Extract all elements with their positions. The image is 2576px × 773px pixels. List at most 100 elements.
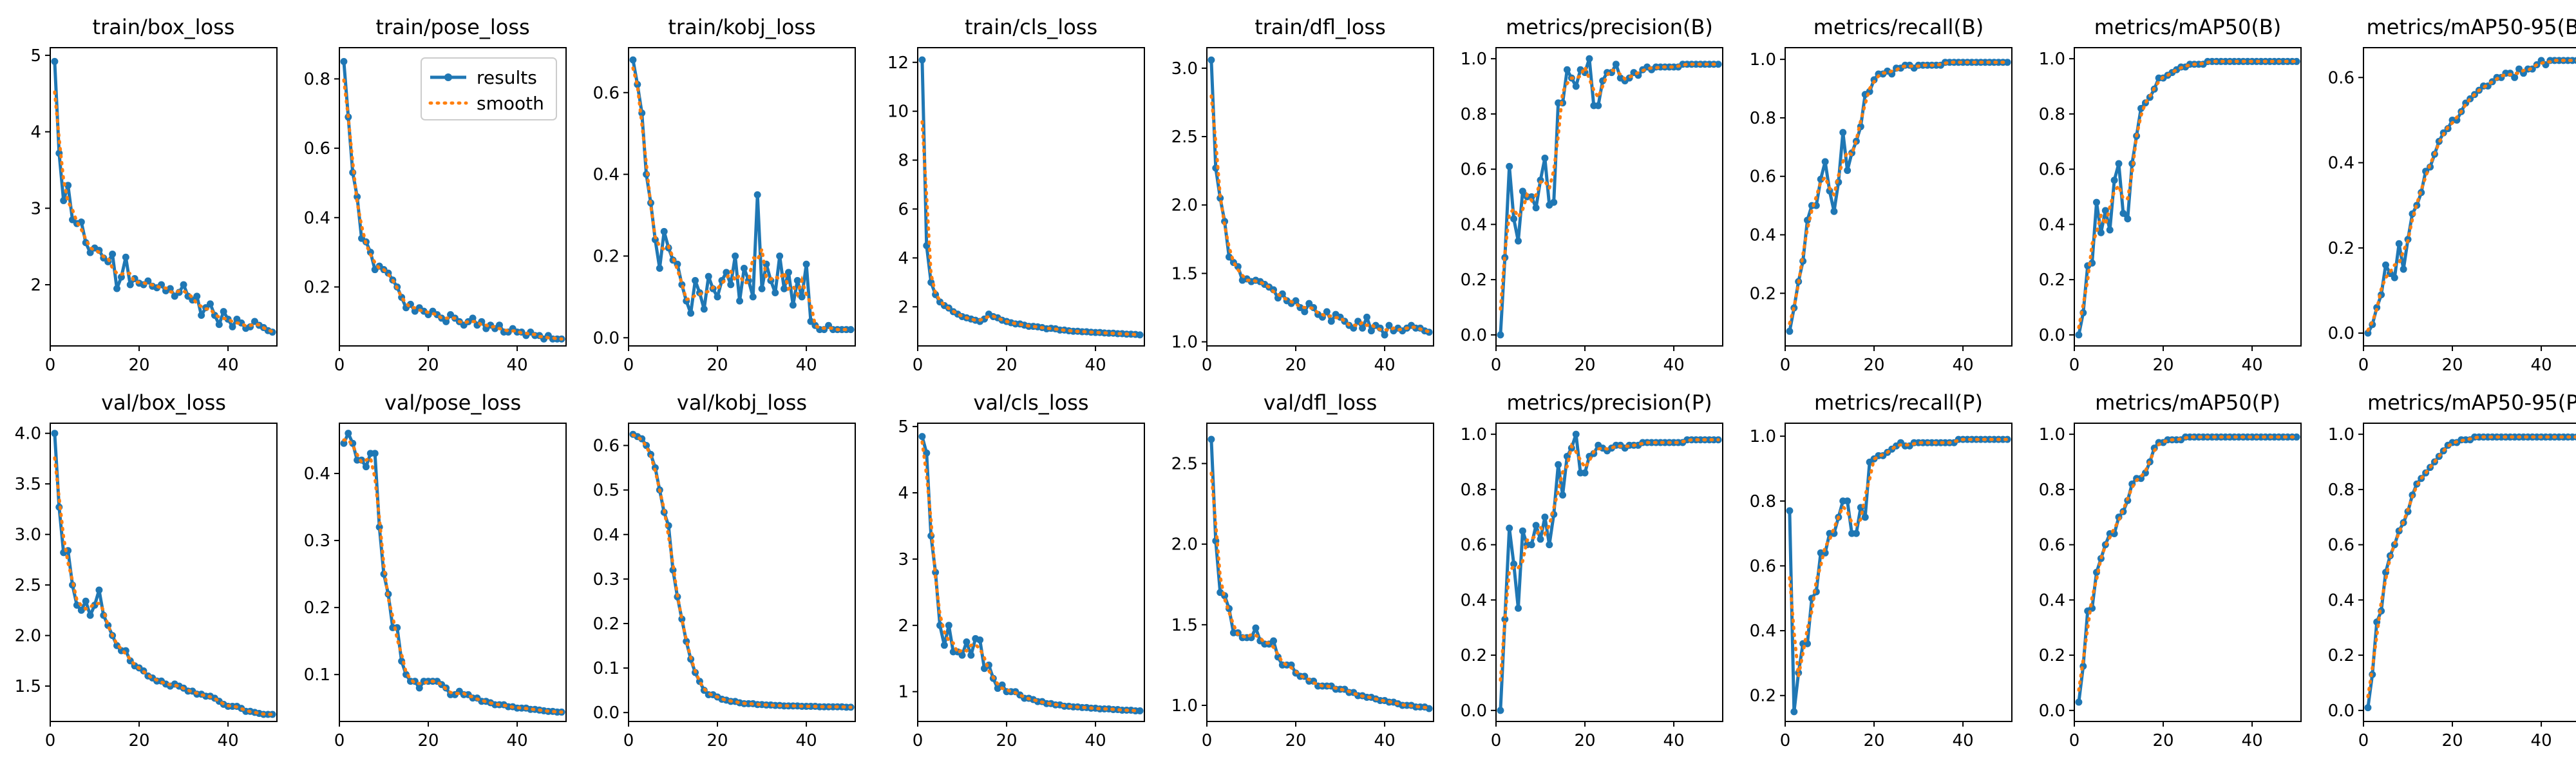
y-tick-label: 0.2 (2039, 646, 2065, 665)
data-point (945, 622, 952, 629)
y-tick-label: 4 (898, 484, 909, 503)
smooth-line (920, 120, 1142, 337)
x-tick-label: 20 (706, 356, 728, 375)
data-point (340, 439, 348, 447)
data-point (776, 252, 784, 260)
data-point (2115, 160, 2123, 167)
data-point (166, 285, 174, 292)
x-tick-label: 40 (1085, 731, 1106, 750)
smooth-line (1788, 61, 2009, 325)
subplot-6: metrics/recall(B) 0.2 0.4 0.6 0.8 1.0 0 20 40 (1750, 15, 2012, 375)
smooth-line (1788, 437, 2009, 676)
data-point (2515, 65, 2523, 73)
x-tick-label: 40 (796, 356, 817, 375)
data-point (1363, 313, 1370, 321)
subplot-13: val/dfl_loss 1.0 1.5 2.0 2.5 0 20 40 (1171, 390, 1434, 750)
data-point (772, 289, 779, 297)
x-tick-label: 20 (996, 731, 1017, 750)
y-tick-label: 1.0 (1171, 696, 1198, 716)
data-point (1844, 167, 1852, 175)
x-tick-label: 0 (2358, 731, 2369, 750)
subplot-12: val/cls_loss 1 2 3 4 5 0 20 40 (898, 390, 1145, 750)
subplot-title: val/dfl_loss (1264, 390, 1378, 415)
y-tick-label: 0.8 (1750, 109, 1776, 128)
smooth-line (1209, 472, 1431, 710)
smooth-line (1499, 62, 1720, 311)
data-point (976, 636, 984, 644)
y-tick-label: 0.0 (2328, 324, 2354, 343)
y-tick-label: 1.0 (1171, 333, 1198, 352)
data-point (64, 182, 72, 189)
x-tick-label: 40 (1374, 356, 1396, 375)
x-tick-label: 0 (45, 731, 56, 750)
legend-results-label: results (477, 67, 537, 88)
x-tick-label: 20 (1285, 356, 1306, 375)
data-point (784, 269, 792, 276)
smooth-line (342, 78, 564, 341)
data-point (2573, 57, 2576, 64)
x-tick-label: 20 (1574, 356, 1595, 375)
subplot-8: metrics/mAP50-95(B) 0.0 0.2 0.4 0.6 0 20 40 (2328, 15, 2576, 375)
subplot-title: val/kobj_loss (677, 390, 807, 415)
axes-frame (917, 423, 1145, 722)
y-tick-label: 0.2 (1461, 646, 1487, 665)
y-tick-label: 8 (898, 151, 909, 171)
data-point (340, 58, 348, 66)
y-tick-label: 1 (898, 683, 909, 702)
results-line (2077, 435, 2298, 704)
y-tick-label: 2 (898, 616, 909, 636)
x-tick-label: 20 (2152, 731, 2174, 750)
subplot-0: train/box_loss 2 3 4 5 0 20 40 (30, 15, 278, 375)
data-point (86, 611, 94, 619)
data-point (180, 281, 187, 289)
x-tick-label: 0 (2069, 731, 2080, 750)
axes-frame (1206, 47, 1434, 347)
smooth-line (2077, 435, 2298, 692)
subplot-title: train/pose_loss (375, 15, 529, 39)
y-tick-label: 6 (898, 200, 909, 219)
data-point (1510, 215, 1518, 223)
x-tick-label: 0 (1202, 356, 1213, 375)
data-point (215, 321, 223, 329)
data-point (1367, 327, 1375, 335)
data-point (1563, 66, 1571, 73)
data-point (1301, 308, 1309, 316)
data-point (1532, 522, 1540, 530)
y-tick-label: 12 (887, 53, 909, 73)
subplot-11: val/kobj_loss 0.0 0.1 0.2 0.3 0.4 0.5 0.6 0 20 40 (593, 390, 856, 750)
subplot-5: metrics/precision(B) 0.0 0.2 0.4 0.6 0.8 1.0 0 2… (1461, 15, 1723, 375)
x-tick-label: 40 (2531, 731, 2552, 750)
data-point (1136, 331, 1144, 339)
y-tick-label: 0.8 (304, 70, 330, 89)
data-point (2003, 59, 2011, 66)
data-point (1852, 530, 1860, 537)
y-tick-label: 1.5 (15, 677, 41, 696)
data-point (2119, 209, 2127, 217)
results-line (1209, 58, 1431, 337)
data-point (1425, 705, 1433, 712)
x-tick-label: 0 (1780, 356, 1791, 375)
data-point (2293, 433, 2300, 441)
subplot-9: val/box_loss 1.5 2.0 2.5 3.0 3.5 4.0 0 20 40 (15, 390, 278, 750)
results-line (920, 58, 1142, 337)
y-tick-label: 0.4 (593, 166, 620, 185)
subplot-15: metrics/recall(P) 0.2 0.4 0.6 0.8 1.0 0 20 40 (1750, 390, 2012, 750)
subplot-10: val/pose_loss 0.1 0.2 0.3 0.4 0 20 40 (304, 390, 567, 750)
x-tick-label: 40 (1953, 731, 1974, 750)
data-point (495, 321, 503, 329)
smooth-line (631, 66, 853, 332)
axes-frame (2074, 47, 2302, 347)
x-tick-label: 40 (1663, 356, 1685, 375)
y-tick-label: 1.5 (1171, 264, 1198, 283)
data-point (692, 277, 699, 285)
smooth-line (53, 90, 274, 334)
x-tick-label: 40 (2242, 731, 2263, 750)
data-point (1381, 331, 1388, 339)
data-point (802, 260, 810, 268)
data-point (723, 269, 730, 276)
y-tick-label: 0.2 (304, 278, 330, 297)
x-tick-label: 0 (1491, 356, 1502, 375)
x-tick-label: 20 (2441, 356, 2463, 375)
x-tick-label: 20 (2152, 356, 2174, 375)
subplot-17: metrics/mAP50-95(P) 0.0 0.2 0.4 0.6 0.8 1.0 0 20… (2328, 390, 2576, 750)
